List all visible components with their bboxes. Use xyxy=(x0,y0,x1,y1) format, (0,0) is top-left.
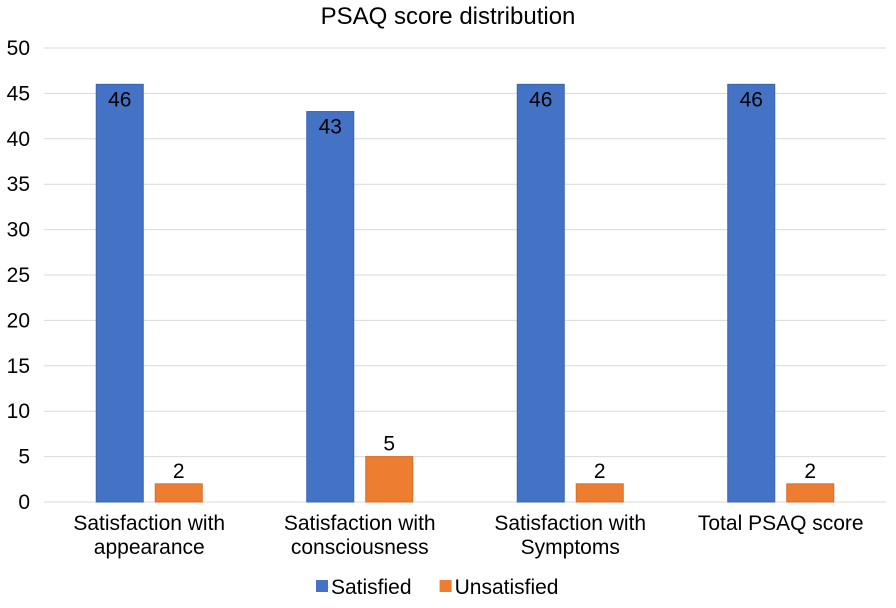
bar-satisfied xyxy=(306,111,355,503)
chart-title: PSAQ score distribution xyxy=(321,3,576,30)
data-label: 2 xyxy=(804,460,816,483)
bar-satisfied xyxy=(516,83,565,503)
legend: Satisfied Unsatisfied xyxy=(316,576,558,599)
data-labels: 46 2 43 5 46 2 46 2 xyxy=(108,88,816,483)
y-tick-label: 35 xyxy=(7,173,30,196)
x-axis-categories: Satisfaction withappearanceSatisfaction … xyxy=(73,512,863,559)
bar-satisfied xyxy=(727,83,776,503)
y-tick-label: 0 xyxy=(18,491,30,514)
y-tick-label: 40 xyxy=(7,128,30,151)
y-tick-label: 10 xyxy=(7,400,30,423)
y-tick-label: 15 xyxy=(7,355,30,378)
y-tick-label: 45 xyxy=(7,82,30,105)
legend-swatch-satisfied xyxy=(316,580,328,592)
bar-unsatisfied xyxy=(786,483,835,503)
data-label: 46 xyxy=(108,88,131,111)
data-label: 2 xyxy=(173,460,185,483)
y-tick-label: 30 xyxy=(7,219,30,242)
x-category-label: Satisfaction with xyxy=(494,512,646,535)
bar-satisfied xyxy=(95,83,144,503)
x-category-label: consciousness xyxy=(291,536,429,559)
y-axis-ticks: 0 5 10 15 20 25 30 35 40 45 50 xyxy=(7,37,30,514)
legend-swatch-unsatisfied xyxy=(439,580,452,592)
data-label: 46 xyxy=(740,88,763,111)
x-category-label: Satisfaction with xyxy=(73,512,225,535)
data-label: 43 xyxy=(319,116,342,139)
x-category-label: Total PSAQ score xyxy=(698,512,864,535)
y-tick-label: 50 xyxy=(7,37,30,60)
data-label: 2 xyxy=(594,460,606,483)
legend-label-unsatisfied: Unsatisfied xyxy=(455,576,559,599)
x-category-label: Symptoms xyxy=(521,536,620,559)
data-label: 5 xyxy=(383,433,395,456)
bar-unsatisfied xyxy=(365,456,414,503)
data-label: 46 xyxy=(529,88,552,111)
x-category-label: appearance xyxy=(94,536,205,559)
bar-unsatisfied xyxy=(575,483,624,503)
bar-unsatisfied xyxy=(154,483,203,503)
legend-label-satisfied: Satisfied xyxy=(331,576,412,599)
x-category-label: Satisfaction with xyxy=(284,512,436,535)
y-tick-label: 20 xyxy=(7,309,30,332)
y-tick-label: 5 xyxy=(18,446,30,469)
y-tick-label: 25 xyxy=(7,264,30,287)
bars xyxy=(95,83,835,503)
